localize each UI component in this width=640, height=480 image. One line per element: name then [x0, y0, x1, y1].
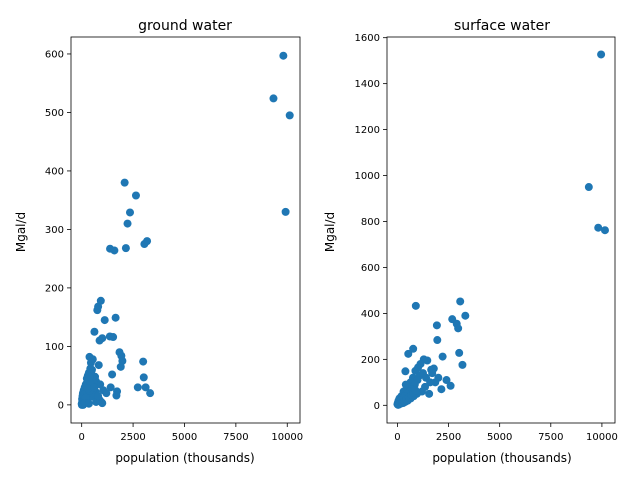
data-point	[446, 381, 455, 390]
data-point	[86, 358, 95, 367]
data-point	[428, 369, 437, 378]
data-point	[139, 373, 148, 382]
data-point	[425, 389, 434, 398]
y-axis-label: Mgal/d	[323, 212, 337, 252]
x-tick-label: 2500	[120, 432, 145, 443]
data-point	[100, 316, 109, 325]
data-point	[109, 333, 118, 342]
data-points	[77, 51, 294, 409]
data-point	[434, 373, 443, 382]
y-tick-label: 400	[45, 166, 64, 177]
data-point	[409, 344, 418, 353]
ground-water-panel: ground water population (thousands) Mgal…	[14, 18, 303, 465]
chart-title: ground water	[138, 18, 232, 34]
data-point	[437, 385, 446, 394]
x-axis-label: population (thousands)	[432, 451, 571, 465]
data-point	[461, 311, 470, 320]
data-point	[584, 183, 593, 192]
data-point	[458, 360, 467, 369]
x-axis-label: population (thousands)	[115, 451, 254, 465]
data-point	[432, 321, 441, 330]
surface-water-panel: surface water population (thousands) Mga…	[323, 18, 618, 465]
data-point	[139, 357, 148, 366]
data-point	[279, 51, 288, 60]
y-tick-label: 1000	[355, 171, 380, 182]
x-tick-label: 2500	[436, 432, 461, 443]
y-tick-label: 0	[58, 400, 64, 411]
data-point	[110, 246, 119, 255]
data-point	[141, 383, 150, 392]
data-point	[116, 362, 125, 371]
plot-frame	[386, 36, 616, 424]
data-point	[146, 389, 155, 398]
y-tick-label: 400	[361, 309, 380, 320]
data-point	[85, 372, 94, 381]
data-point	[285, 111, 294, 120]
data-point	[90, 327, 99, 336]
plot-frame	[70, 36, 301, 424]
data-point	[94, 361, 103, 370]
y-tick-label: 200	[361, 355, 380, 366]
data-point	[411, 386, 420, 395]
data-point	[84, 399, 93, 408]
data-point	[90, 383, 99, 392]
y-tick-label: 300	[45, 225, 64, 236]
x-tick-label: 7500	[223, 432, 248, 443]
data-point	[112, 391, 121, 400]
data-point	[597, 50, 606, 59]
data-point	[98, 399, 107, 408]
y-tick-label: 1600	[355, 33, 380, 44]
data-point	[126, 208, 134, 217]
data-point	[133, 383, 142, 392]
data-point	[111, 313, 120, 322]
x-tick-label: 0	[394, 432, 400, 443]
data-point	[93, 306, 102, 315]
x-tick-label: 0	[79, 432, 85, 443]
x-tick-label: 10000	[271, 432, 303, 443]
x-tick-label: 7500	[538, 432, 563, 443]
data-point	[594, 223, 603, 232]
x-tick-label: 10000	[586, 432, 618, 443]
chart-title: surface water	[454, 18, 550, 34]
y-tick-label: 800	[361, 217, 380, 228]
data-point	[121, 244, 130, 253]
data-point	[269, 94, 278, 103]
y-tick-label: 0	[374, 401, 380, 412]
data-point	[102, 389, 111, 398]
data-point	[123, 219, 132, 228]
y-tick-label: 1200	[355, 125, 380, 136]
data-point	[411, 301, 420, 310]
data-point	[108, 370, 117, 379]
y-axis-label: Mgal/d	[14, 212, 28, 252]
x-tick-label: 5000	[487, 432, 512, 443]
data-point	[433, 336, 442, 345]
y-tick-label: 200	[45, 283, 64, 294]
data-point	[401, 380, 410, 389]
data-point	[120, 178, 129, 187]
data-point	[600, 226, 609, 235]
data-point	[442, 376, 451, 385]
y-tick-label: 600	[361, 263, 380, 274]
y-tick-label: 500	[45, 108, 64, 119]
data-point	[404, 349, 413, 358]
y-tick-label: 1400	[355, 79, 380, 90]
data-points	[393, 50, 609, 409]
x-tick-label: 5000	[172, 432, 197, 443]
data-point	[83, 384, 92, 393]
y-tick-label: 100	[45, 342, 64, 353]
data-point	[438, 352, 447, 361]
data-point	[95, 336, 104, 345]
data-point	[454, 324, 463, 333]
data-point	[455, 348, 464, 357]
data-point	[401, 367, 410, 376]
data-point	[140, 240, 149, 249]
data-point	[456, 297, 465, 306]
y-tick-label: 600	[45, 49, 64, 60]
data-point	[94, 392, 103, 401]
data-point	[131, 191, 140, 200]
data-point	[106, 383, 115, 392]
data-point	[426, 378, 435, 387]
data-point	[281, 207, 290, 216]
